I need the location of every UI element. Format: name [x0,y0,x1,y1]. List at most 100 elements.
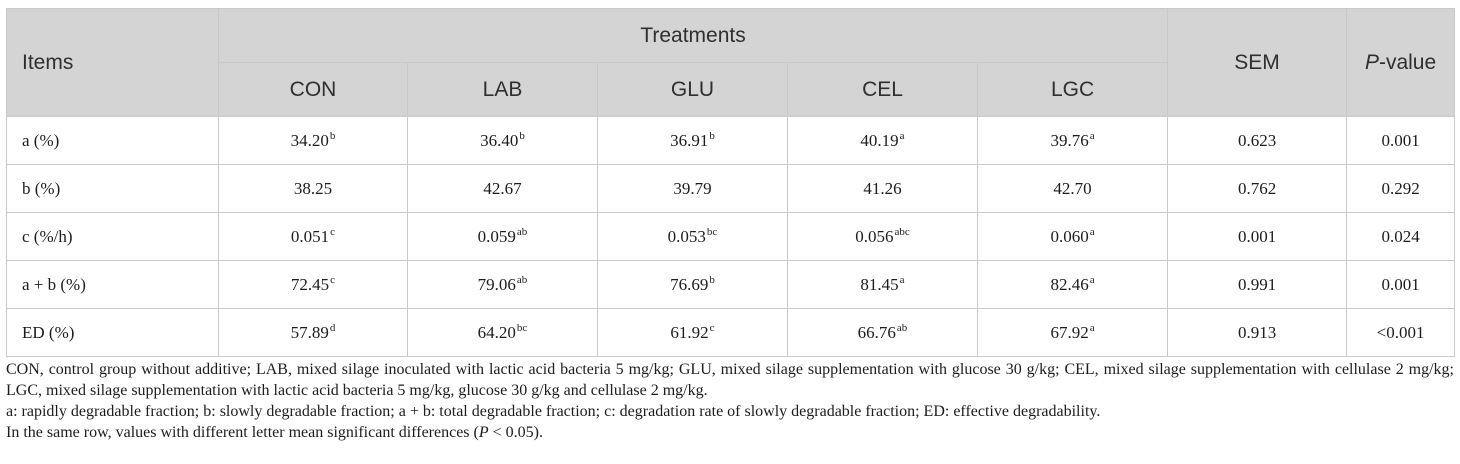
cell-glu: 36.91b [597,116,788,165]
cell-p-value: 0.024 [1346,212,1456,261]
cell-lgc: 39.76a [976,116,1169,165]
cell-value: 39.79 [673,178,712,198]
footnote-significance-end: < 0.05). [488,424,543,441]
cell-value: 66.76 [857,322,896,342]
significance-letter: ab [516,225,528,238]
significance-letter: c [330,273,336,286]
degradability-table: Items Treatments SEM P-value CON LAB GLU… [6,8,1456,357]
cell-lab: 42.67 [407,164,598,213]
cell-sem: 0.991 [1167,260,1348,309]
cell-value: 0.053 [667,226,706,246]
significance-letter: a [899,273,905,286]
cell-lab: 79.06ab [407,260,598,309]
cell-value: 40.19 [860,130,899,150]
sem-header: SEM [1167,8,1348,117]
cell-cel: 66.76ab [787,308,978,357]
cell-glu: 61.92c [597,308,788,357]
row-label: a (%) [6,116,219,165]
cell-value: 0.056 [855,226,894,246]
significance-letter: a [1089,273,1095,286]
cell-cel: 0.056abc [787,212,978,261]
cell-lgc: 0.060a [976,212,1169,261]
cell-lgc: 67.92a [976,308,1169,357]
significance-letter: b [709,129,715,142]
table-row: a (%) 34.20b 36.40b 36.91b 40.19a 39.76a 0.623… [6,116,1456,165]
significance-letter: bc [516,321,528,334]
cell-glu: 76.69b [597,260,788,309]
cell-glu: 0.053bc [597,212,788,261]
group-header-con: CON [218,62,408,117]
table-container: Items Treatments SEM P-value CON LAB GLU… [6,8,1456,443]
group-header-cel: CEL [787,62,978,117]
cell-value: 81.45 [860,274,899,294]
cell-value: 64.20 [477,322,516,342]
significance-letter: d [329,321,336,334]
cell-cel: 81.45a [787,260,978,309]
cell-value: 38.25 [293,178,333,198]
cell-lab: 64.20bc [407,308,598,357]
cell-con: 38.25 [218,164,408,213]
treatments-header: Treatments [217,8,1169,63]
significance-letter: a [1089,225,1095,238]
footnote-abbreviations: CON, control group without additive; LAB… [6,361,1454,399]
significance-letter: abc [894,225,910,238]
footnote-significance-p: P [478,424,489,441]
cell-p-value: 0.001 [1346,116,1456,165]
row-label: ED (%) [6,308,219,357]
cell-lab: 0.059ab [407,212,598,261]
cell-value: 67.92 [1050,322,1089,342]
cell-value: 82.46 [1050,274,1089,294]
significance-letter: a [1089,129,1095,142]
cell-value: 41.26 [863,178,902,198]
cell-con: 0.051c [218,212,408,261]
table-header: Items Treatments SEM P-value CON LAB GLU… [6,8,1456,117]
p-value-header-suffix: -value [1378,50,1437,74]
cell-value: 39.76 [1050,130,1089,150]
cell-value: 36.40 [480,130,519,150]
significance-letter: b [329,129,336,142]
cell-con: 34.20b [218,116,408,165]
cell-lgc: 82.46a [976,260,1169,309]
cell-value: 61.92 [670,322,709,342]
significance-letter: b [519,129,525,142]
cell-p-value: 0.292 [1346,164,1456,213]
items-header: Items [6,8,219,117]
footnote-definitions: a: rapidly degradable fraction; b: slowl… [6,403,1101,420]
significance-letter: ab [516,273,528,286]
cell-glu: 39.79 [597,164,788,213]
significance-letter: ab [896,321,908,334]
cell-value: 42.70 [1053,178,1092,198]
significance-letter: c [709,321,715,334]
significance-letter: bc [706,225,718,238]
cell-value: 57.89 [290,322,329,342]
cell-value: 72.45 [290,274,330,294]
footnote-significance: In the same row, values with different l… [6,422,1454,443]
group-header-glu: GLU [597,62,788,117]
significance-letter: c [330,225,336,238]
cell-value: 42.67 [483,178,522,198]
significance-letter: b [709,273,715,286]
cell-lab: 36.40b [407,116,598,165]
group-header-lab: LAB [407,62,598,117]
cell-value: 34.20 [290,130,329,150]
row-label: a + b (%) [6,260,219,309]
significance-letter: a [899,129,905,142]
table-footnotes: CON, control group without additive; LAB… [6,359,1454,443]
cell-value: 76.69 [670,274,709,294]
significance-letter: a [1089,321,1095,334]
footnote-significance-start: In the same row, values with different l… [6,424,479,441]
table-row: b (%) 38.25 42.67 39.79 41.26 42.70 0.762 0.292 [6,164,1456,213]
cell-cel: 40.19a [787,116,978,165]
cell-con: 57.89d [218,308,408,357]
cell-con: 72.45c [218,260,408,309]
cell-value: 36.91 [670,130,709,150]
cell-value: 0.060 [1050,226,1089,246]
p-value-header: P-value [1346,8,1456,117]
row-label: c (%/h) [6,212,219,261]
cell-value: 0.059 [477,226,516,246]
p-value-header-p: P [1364,50,1379,74]
table-body: a (%) 34.20b 36.40b 36.91b 40.19a 39.76a 0.623… [6,116,1456,357]
cell-sem: 0.623 [1167,116,1348,165]
cell-p-value: <0.001 [1346,308,1456,357]
group-header-lgc: LGC [976,62,1169,117]
